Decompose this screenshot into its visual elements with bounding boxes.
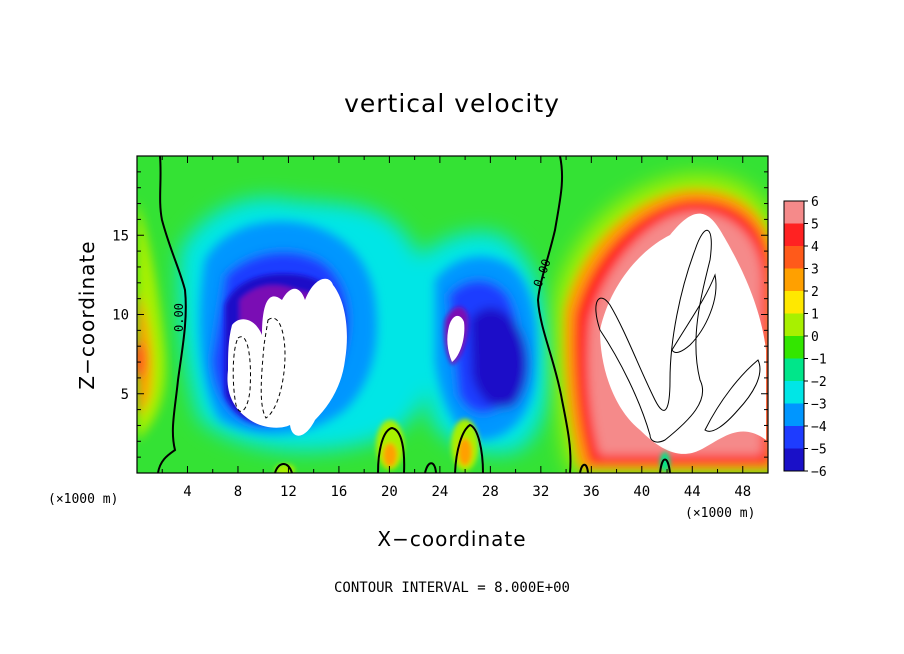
x-unit-left: (×1000 m)	[48, 492, 118, 507]
x-tick-label: 28	[482, 484, 499, 500]
x-tick-label: 44	[684, 484, 701, 500]
x-axis-label: X−coordinate	[377, 527, 526, 551]
colorbar-swatch	[784, 381, 804, 404]
x-tick-label: 48	[734, 484, 751, 500]
x-tick-label: 36	[583, 484, 600, 500]
contour-lines	[157, 156, 761, 473]
white-region	[447, 315, 465, 362]
y-axis-label: Z−coordinate	[75, 240, 99, 389]
y-tick-label: 15	[112, 228, 129, 244]
x-tick-label: 12	[280, 484, 297, 500]
x-axis: 4 8 12 16 20 24 28 32 36 40 44 48	[161, 156, 751, 500]
x-tick-label: 40	[633, 484, 650, 500]
colorbar-swatch	[784, 336, 804, 359]
heatmap-field	[137, 156, 768, 473]
chart-title: vertical velocity	[344, 89, 560, 118]
colorbar-swatch	[784, 358, 804, 382]
white-region	[600, 213, 766, 454]
contour-label: 0.00	[172, 303, 186, 332]
colorbar-tick-label: −4	[811, 420, 827, 435]
colorbar-tick-label: −2	[811, 375, 827, 390]
colorbar-tick-label: 5	[811, 218, 819, 233]
y-tick-label: 5	[121, 387, 129, 403]
y-tick-label: 10	[112, 308, 129, 324]
colorbar: 6 5 4 3 2 1 0 −1 −2 −3 −4 −5 −6	[783, 195, 827, 480]
colorbar-tick-label: 2	[811, 285, 819, 300]
colorbar-tick-label: 4	[811, 240, 819, 255]
colorbar-swatch	[784, 246, 804, 269]
colorbar-tick-label: −5	[811, 443, 827, 458]
x-unit-right: (×1000 m)	[685, 506, 755, 521]
colorbar-tick-label: −1	[811, 353, 827, 368]
x-tick-label: 20	[381, 484, 398, 500]
x-tick-label: 24	[431, 484, 448, 500]
colorbar-tick-label: −6	[811, 465, 827, 480]
colorbar-swatch	[784, 426, 804, 449]
colorbar-swatch	[784, 201, 804, 224]
colorbar-swatch	[784, 313, 804, 337]
x-tick-label: 4	[183, 484, 191, 500]
colorbar-swatch	[784, 268, 804, 292]
colorbar-tick-label: 1	[811, 308, 819, 323]
x-tick-label: 32	[532, 484, 549, 500]
contour-interval-note: CONTOUR INTERVAL = 8.000E+00	[334, 580, 570, 596]
colorbar-swatch	[784, 223, 804, 247]
x-tick-label: 16	[330, 484, 347, 500]
x-tick-label: 8	[234, 484, 242, 500]
colorbar-swatch	[784, 448, 804, 472]
white-region	[227, 278, 347, 436]
colorbar-swatch	[784, 403, 804, 427]
y-axis: 5 10 15	[112, 171, 768, 458]
colorbar-tick-label: 6	[811, 195, 819, 210]
colorbar-tick-label: 0	[811, 330, 819, 345]
colorbar-tick-label: 3	[811, 263, 819, 278]
colorbar-swatch	[784, 291, 804, 314]
colorbar-tick-label: −3	[811, 398, 827, 413]
